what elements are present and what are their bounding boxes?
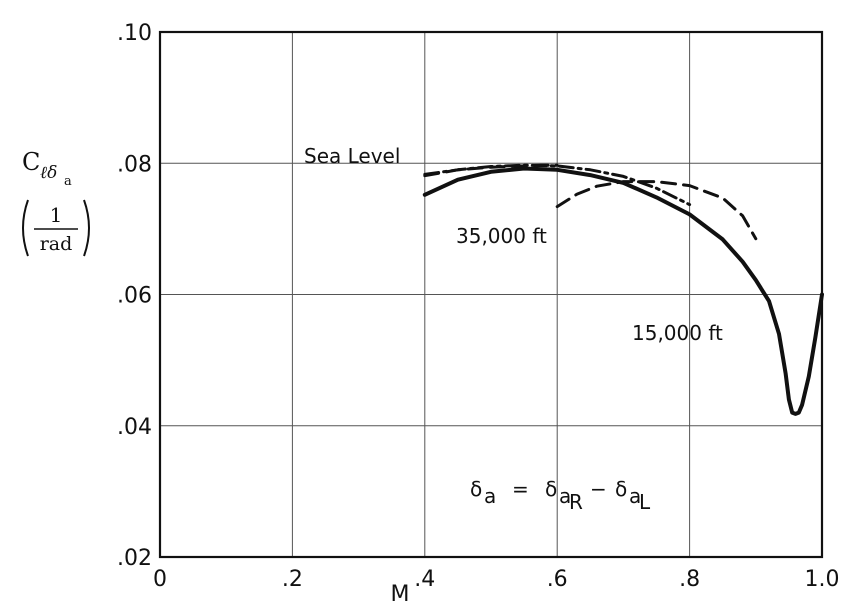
y-label-unit-denominator: rad (40, 233, 73, 255)
y-label-subscript: ℓδ (40, 163, 57, 183)
series-line-35-000-ft (555, 180, 758, 241)
y-label-left-paren (22, 199, 29, 257)
y-tick-labels: .02 .04 .06 .08 .10 (117, 21, 152, 571)
y-tick-label: .10 (117, 21, 152, 46)
y-tick-label: .08 (117, 152, 152, 177)
y-axis-label: C ℓδ a 1 rad (22, 148, 90, 257)
eq-r1-sub: a (559, 484, 571, 508)
eq-lhs-delta: δ (470, 477, 482, 501)
series-line-15-000-ft (422, 166, 824, 416)
eq-minus: − (590, 477, 607, 501)
label-15000-ft: 15,000 ft (632, 321, 723, 345)
grid-lines (159, 31, 823, 558)
eq-r2-sub: a (629, 484, 641, 508)
eq-r2-delta: δ (615, 477, 627, 501)
y-label-symbol: C (22, 148, 40, 176)
label-35000-ft: 35,000 ft (456, 224, 547, 248)
x-tick-labels: 0 .2 .4 .6 .8 1.0 (153, 567, 840, 592)
label-sea-level: Sea Level (304, 144, 400, 168)
x-tick-label: .2 (282, 567, 303, 592)
x-tick-label: .8 (679, 567, 700, 592)
y-label-unit-numerator: 1 (50, 203, 63, 227)
eq-equals: = (512, 477, 529, 501)
y-label-subsubscript: a (64, 174, 72, 189)
y-tick-label: .04 (117, 415, 152, 440)
x-tick-label: 0 (153, 567, 167, 592)
x-tick-label: 1.0 (805, 567, 840, 592)
y-tick-label: .02 (117, 546, 152, 571)
series-line-35-000-ft (423, 163, 559, 178)
x-axis-label: M (391, 582, 410, 607)
eq-r2-subsub: L (639, 490, 651, 514)
eq-r1-subsub: R (569, 490, 583, 514)
eq-r1-delta: δ (545, 477, 557, 501)
series-group (422, 163, 824, 416)
equation-annotation: δ a = δ a R − δ a L (470, 477, 651, 514)
y-tick-label: .06 (117, 284, 152, 309)
y-label-right-paren (83, 199, 90, 257)
x-tick-label: .6 (547, 567, 568, 592)
eq-lhs-sub: a (484, 484, 496, 508)
x-tick-label: .4 (414, 567, 435, 592)
